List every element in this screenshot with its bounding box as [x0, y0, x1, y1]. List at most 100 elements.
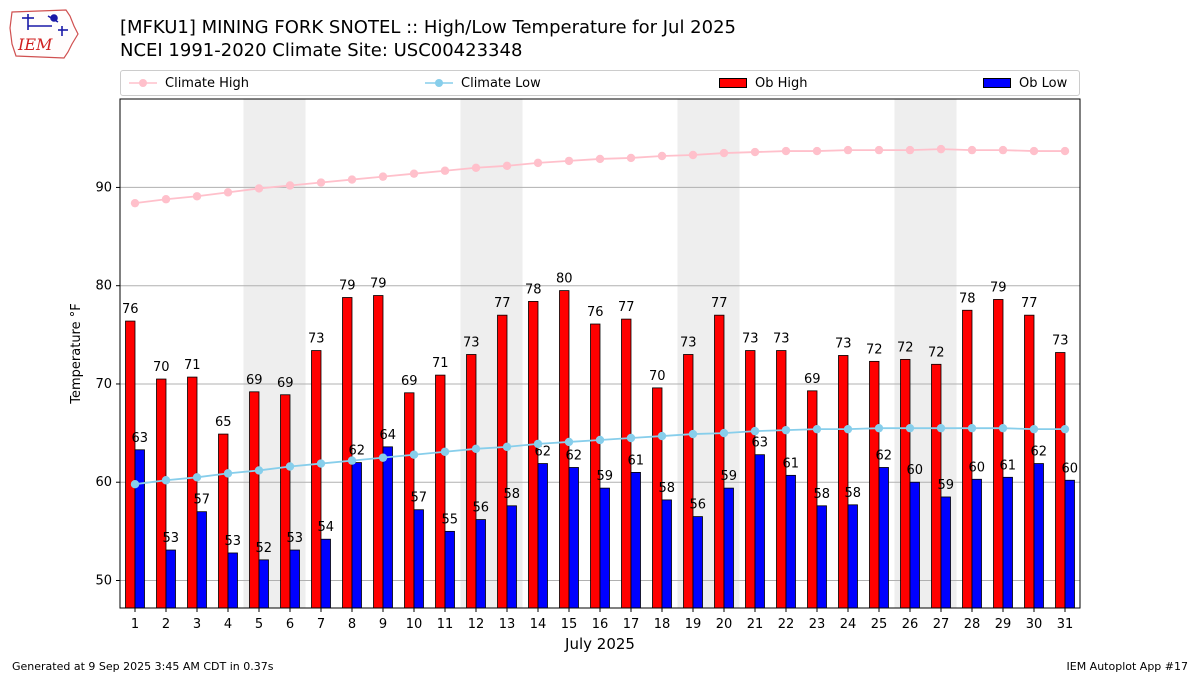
- ob-high-label: 69: [277, 376, 294, 391]
- climate-low-point: [595, 435, 605, 445]
- ob-high-bar: [1055, 352, 1066, 609]
- ob-low-bar: [785, 474, 796, 609]
- ob-high-bar: [993, 299, 1004, 609]
- ob-low-label: 61: [627, 453, 644, 468]
- iem-logo: IEM: [8, 4, 82, 60]
- x-axis-label: July 2025: [564, 635, 635, 653]
- climate-low-point: [1060, 424, 1070, 434]
- x-tick-label: 9: [379, 617, 387, 632]
- climate-low-point: [316, 459, 326, 468]
- x-tick-label: 27: [933, 617, 950, 632]
- x-tick-label: 18: [654, 617, 671, 632]
- ob-low-label: 53: [162, 531, 179, 546]
- ob-low-bar: [630, 471, 641, 609]
- climate-low-point: [967, 423, 977, 433]
- ob-low-label: 61: [782, 456, 799, 471]
- climate-low-point: [688, 429, 698, 439]
- legend-item-climate-high: Climate High: [129, 71, 249, 95]
- x-tick-label: 21: [747, 617, 764, 632]
- climate-high-point: [440, 166, 450, 175]
- climate-low-point: [285, 462, 295, 471]
- ob-high-bar: [869, 360, 880, 609]
- ob-low-bar: [506, 505, 517, 609]
- ob-low-label: 59: [937, 478, 954, 493]
- climate-high-point: [626, 153, 636, 163]
- x-tick-label: 11: [437, 617, 454, 632]
- y-tick-label: 70: [95, 377, 112, 392]
- climate-high-point: [409, 169, 419, 178]
- ob-low-bar: [475, 519, 486, 609]
- ob-low-label: 58: [658, 481, 675, 496]
- ob-high-label: 80: [556, 272, 573, 287]
- x-tick-label: 5: [255, 617, 263, 632]
- climate-low-point: [192, 473, 202, 482]
- climate-low-point: [533, 439, 543, 449]
- x-tick-label: 2: [162, 617, 170, 632]
- ob-low-bar: [723, 487, 734, 609]
- climate-high-point: [347, 175, 357, 184]
- legend-item-ob-high: Ob High: [719, 71, 808, 95]
- climate-low-point: [471, 444, 481, 454]
- ob-low-bar: [134, 449, 145, 609]
- climate-high-point: [1029, 146, 1039, 156]
- climate-low-point: [905, 423, 915, 433]
- ob-high-label: 79: [990, 280, 1007, 295]
- x-tick-label: 1: [131, 617, 139, 632]
- ob-high-bar: [962, 309, 973, 609]
- ob-low-label: 56: [689, 498, 706, 513]
- ob-high-label: 77: [711, 296, 728, 311]
- ob-high-label: 69: [804, 372, 821, 387]
- ob-low-label: 55: [441, 512, 458, 527]
- ob-low-bar: [909, 481, 920, 609]
- climate-high-point: [471, 163, 481, 172]
- ob-low-bar: [754, 454, 765, 609]
- ob-high-bar: [156, 378, 167, 609]
- ob-low-bar: [227, 552, 238, 609]
- ob-high-label: 77: [494, 296, 511, 311]
- ob-low-bar: [1064, 479, 1075, 609]
- climate-low-point: [874, 423, 884, 433]
- ob-low-bar: [692, 516, 703, 609]
- ob-high-bar: [1024, 314, 1035, 609]
- climate-high-point: [130, 198, 140, 208]
- ob-high-label: 65: [215, 415, 232, 430]
- ob-low-label: 59: [720, 469, 737, 484]
- climate-high-point: [843, 145, 853, 155]
- ob-high-label: 70: [649, 369, 666, 384]
- legend-line-marker-icon: [129, 79, 157, 87]
- x-tick-label: 28: [964, 617, 981, 632]
- x-tick-label: 12: [468, 617, 485, 632]
- ob-high-label: 73: [463, 335, 480, 350]
- ob-low-label: 57: [193, 493, 210, 508]
- climate-high-point: [192, 192, 202, 201]
- ob-low-label: 60: [1061, 461, 1078, 476]
- ob-low-bar: [847, 504, 858, 609]
- ob-low-label: 57: [410, 491, 427, 506]
- legend-swatch-icon: [983, 78, 1011, 88]
- ob-low-label: 58: [813, 487, 830, 502]
- ob-high-label: 78: [525, 282, 542, 297]
- legend-swatch-icon: [719, 78, 747, 88]
- ob-high-label: 73: [773, 332, 790, 347]
- legend-item-ob-low: Ob Low: [983, 71, 1067, 95]
- ob-low-bar: [661, 499, 672, 609]
- ob-low-label: 60: [906, 463, 923, 478]
- ob-low-bar: [258, 559, 269, 609]
- climate-low-point: [781, 425, 791, 435]
- ob-high-bar: [900, 358, 911, 609]
- y-tick-label: 90: [95, 180, 112, 195]
- ob-low-label: 63: [131, 431, 148, 446]
- climate-high-point: [936, 144, 946, 154]
- ob-low-bar: [1033, 463, 1044, 609]
- ob-low-bar: [165, 549, 176, 609]
- x-tick-label: 19: [685, 617, 702, 632]
- chart-title: [MFKU1] MINING FORK SNOTEL :: High/Low T…: [120, 17, 736, 38]
- y-tick-label: 80: [95, 279, 112, 294]
- ob-high-bar: [218, 433, 229, 609]
- climate-high-point: [905, 145, 915, 155]
- climate-high-point: [595, 154, 605, 164]
- x-tick-label: 30: [1026, 617, 1043, 632]
- climate-low-point: [564, 437, 574, 447]
- ob-low-label: 53: [286, 531, 303, 546]
